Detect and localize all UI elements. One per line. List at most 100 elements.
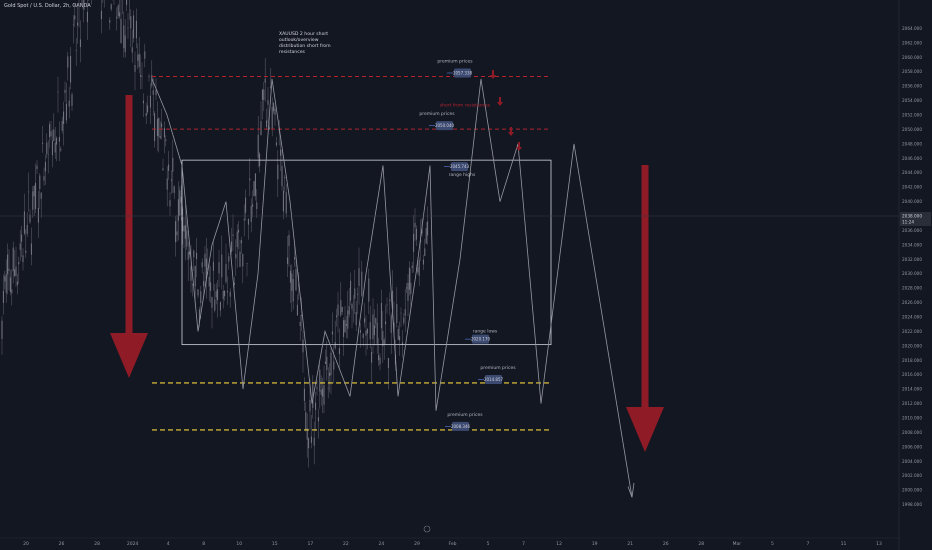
short-annotation: short from resistances [440,102,491,108]
price-tick-label: 2020.000 [902,343,922,348]
candle-body [400,312,402,314]
candle-body [361,271,363,296]
level-value-label: 2020.170 [471,337,491,342]
candle-body [274,108,276,115]
candle-body [246,263,248,264]
candle-body [378,355,380,361]
candle-body [36,165,38,170]
price-tick-label: 2030.000 [902,271,922,276]
candle-body [320,390,322,395]
price-tick-label: 2010.000 [902,416,922,421]
candle-body [156,118,158,137]
candle-body [179,190,181,216]
candle-body [186,230,188,247]
price-tick-label: 2050.000 [902,127,922,132]
candle-body [404,309,406,316]
candle-body [422,259,424,265]
candle-body [263,89,265,100]
candle-body [170,179,172,181]
price-tick-label: 2040.000 [902,199,922,204]
candle-body [386,304,388,306]
candle-body [268,127,270,130]
candle-body [352,309,354,311]
price-tick-label: 2012.000 [902,401,922,406]
candle-body [124,35,126,53]
candle-body [331,331,333,335]
scroll-to-realtime-button[interactable] [423,525,431,533]
time-tick-label: 19 [592,541,598,547]
candle-body [25,250,27,253]
price-tick-label: 2008.000 [902,430,922,435]
candle-body [369,322,371,340]
candle-body [137,54,139,61]
candle-body [305,412,307,430]
candle-body [406,287,408,289]
candle-body [316,387,318,389]
candle-body [239,251,241,267]
candle-body [418,260,420,276]
level-caption: range lows [473,329,498,335]
candle-body [120,18,122,43]
candle-body [340,300,342,316]
candle-body [46,142,48,154]
level-value-label: 2057.338 [453,70,473,75]
candle-body [390,315,392,333]
candle-body [74,15,76,20]
candle-body [77,22,79,26]
candle-body [176,231,178,236]
candle-body [324,361,326,364]
price-tick-label: 1998.000 [902,502,922,507]
time-tick-label: Mar [733,541,742,547]
price-tick-label: 2060.000 [902,55,922,60]
candle-body [329,372,331,376]
candle-body [130,16,132,29]
candle-body [119,12,121,17]
chart-symbol-title: Gold Spot / U.S. Dollar, 2h, OANDA [4,3,91,9]
time-tick-label: 4 [167,541,170,547]
candle-body [354,288,356,299]
candle-body [288,234,290,247]
candle-body [389,299,391,302]
candle-body [191,283,193,285]
candle-body [189,251,191,255]
candle-body [138,53,140,67]
candle-body [50,131,52,137]
chart-note-line: XAUUSD 2 hour short [279,31,328,37]
time-tick-label: 20 [23,541,29,547]
candle-body [376,322,378,344]
price-tick-label: 2034.000 [902,242,922,247]
candle-body [348,306,350,315]
candle-body [277,164,279,180]
time-tick-label: 11 [841,541,847,547]
candle-body [326,356,328,370]
candle-body [29,214,31,223]
candle-body [385,321,387,325]
projection-arrowhead [627,482,635,498]
candle-body [289,270,291,283]
candle-body [163,127,165,138]
candle-body [232,234,234,236]
candle-body [7,254,9,275]
candle-body [183,225,185,232]
candle-body [215,291,217,298]
candle-body [205,258,207,279]
candle-body [347,310,349,329]
candle-body [235,254,237,259]
candle-body [414,222,416,228]
candle-body [261,89,263,100]
candle-body [39,175,41,189]
candle-body [427,221,429,236]
candle-body [86,11,88,23]
level-caption: premium prices [419,111,455,117]
candle-body [196,252,198,260]
time-tick-label: 5 [771,541,774,547]
candle-body [302,339,304,353]
candle-body [190,266,192,281]
candle-body [280,149,282,156]
time-tick-label: 28 [698,541,704,547]
candle-body [333,361,335,370]
time-axis: 20 26 28 2024 4 8 10 15 17 22 24 29 Feb 5 7 12 19 21 26 28 M… [0,525,899,547]
candle-body [357,293,359,295]
